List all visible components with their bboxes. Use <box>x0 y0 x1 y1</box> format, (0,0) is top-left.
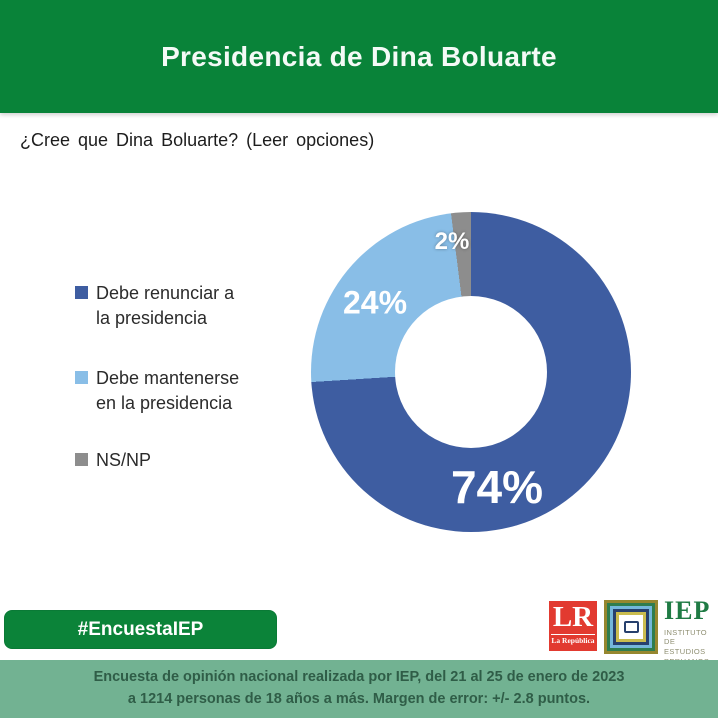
legend-swatch-dark-blue <box>75 286 88 299</box>
legend-swatch-gray <box>75 453 88 466</box>
page-title: Presidencia de Dina Boluarte <box>161 40 557 72</box>
slice-label-74: 74% <box>450 461 544 513</box>
hashtag-label: #EncuestaIEP <box>77 618 204 640</box>
legend-item-nsnp: NS/NP <box>75 448 151 473</box>
hashtag-badge: #EncuestaIEP <box>4 610 277 649</box>
legend-label: Debe renunciar a la presidencia <box>96 283 235 328</box>
lr-logo-name: La República <box>551 634 595 646</box>
iep-logo-abbr: IEP <box>664 596 711 625</box>
footer-text: Encuesta de opinión nacional realizada p… <box>93 669 625 707</box>
legend-label: NS/NP <box>96 450 152 470</box>
iep-logo-core <box>623 621 639 633</box>
donut-chart-area: 74% 24% 2% <box>311 212 631 532</box>
legend-swatch-light-blue <box>75 371 88 384</box>
lr-logo-abbr: LR <box>552 601 594 633</box>
footer-banner: Encuesta de opinión nacional realizada p… <box>0 660 718 718</box>
iep-logo-icon <box>604 600 658 654</box>
slice-label-24: 24% <box>342 284 408 321</box>
slice-label-2: 2% <box>434 228 470 255</box>
la-republica-logo: LR La República <box>549 601 597 651</box>
legend-label: Debe mantenerse en la presidencia <box>96 368 240 413</box>
survey-question: ¿Cree que Dina Boluarte? (Leer opciones) <box>20 130 375 150</box>
legend-item-renunciar: Debe renunciar a la presidencia <box>75 281 234 331</box>
header-banner: Presidencia de Dina Boluarte <box>0 0 718 113</box>
legend-item-mantenerse: Debe mantenerse en la presidencia <box>75 366 239 416</box>
donut-hole <box>395 296 547 448</box>
iep-logo-text: IEP INSTITUTO DE ESTUDIOS PERUANOS <box>664 596 718 667</box>
